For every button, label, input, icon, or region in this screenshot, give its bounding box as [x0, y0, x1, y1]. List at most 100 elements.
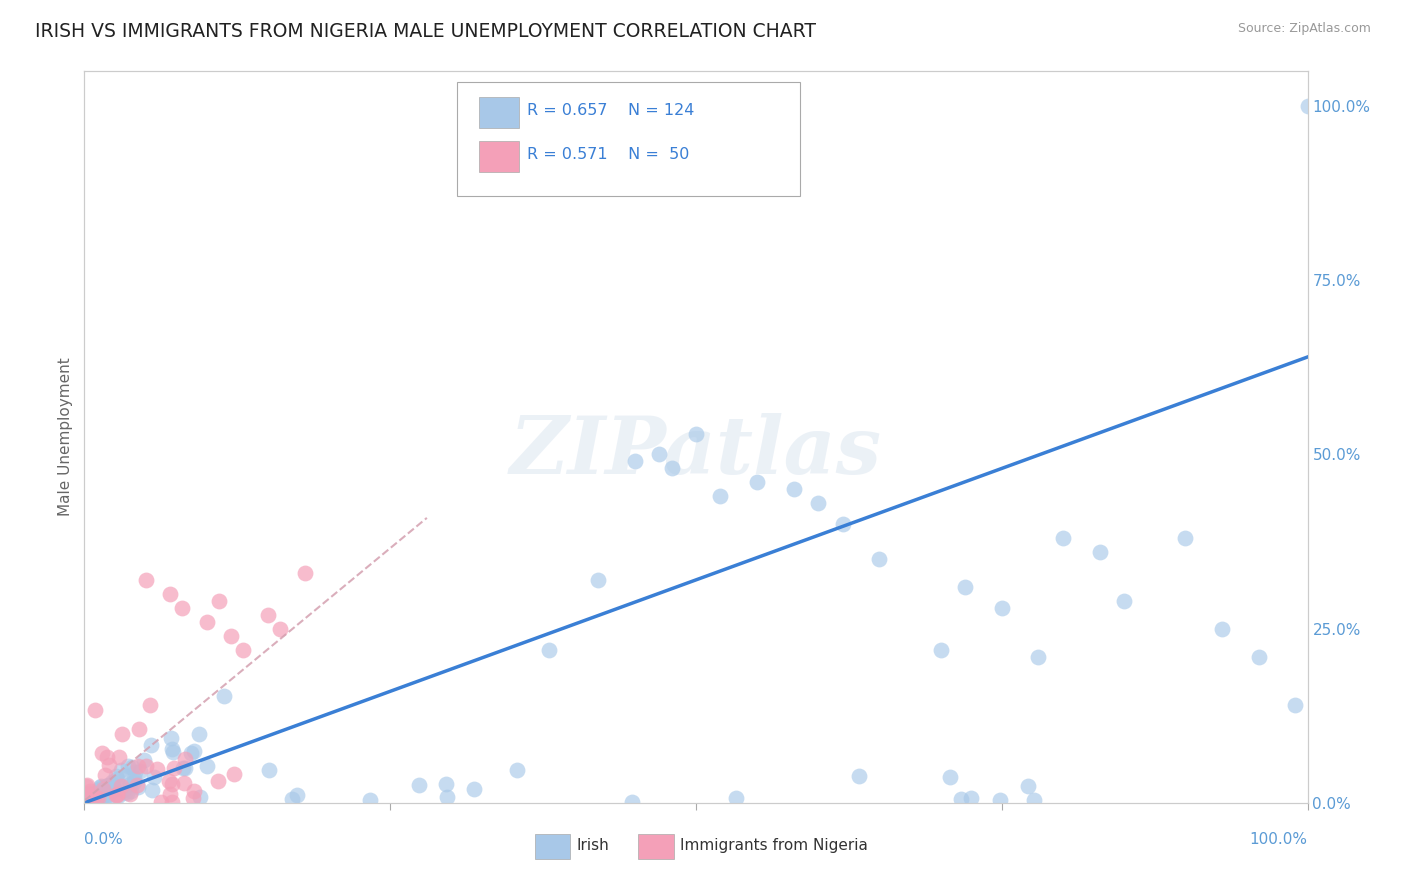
Point	[135, 573, 157, 587]
Point	[90, 779, 112, 793]
Point	[172, 600, 194, 615]
Point	[1028, 649, 1050, 664]
Point	[408, 778, 430, 792]
Point	[269, 622, 291, 636]
Point	[463, 781, 485, 796]
Point	[75, 795, 97, 809]
Point	[163, 761, 186, 775]
Point	[150, 795, 173, 809]
Text: IRISH VS IMMIGRANTS FROM NIGERIA MALE UNEMPLOYMENT CORRELATION CHART: IRISH VS IMMIGRANTS FROM NIGERIA MALE UN…	[35, 22, 815, 41]
Point	[87, 789, 110, 803]
Point	[79, 789, 101, 803]
Point	[661, 461, 683, 475]
Y-axis label: Male Unemployment: Male Unemployment	[58, 358, 73, 516]
Point	[124, 765, 146, 780]
Point	[83, 789, 105, 804]
FancyBboxPatch shape	[479, 97, 519, 128]
Point	[685, 426, 707, 441]
Point	[94, 767, 117, 781]
Point	[938, 770, 960, 784]
Point	[128, 722, 150, 736]
Point	[195, 615, 218, 629]
Point	[538, 642, 561, 657]
Point	[105, 789, 128, 803]
Point	[162, 746, 184, 760]
Point	[100, 775, 122, 789]
Point	[195, 759, 218, 773]
Point	[75, 787, 97, 801]
Point	[173, 776, 195, 790]
Point	[84, 789, 107, 803]
FancyBboxPatch shape	[638, 834, 673, 859]
Point	[232, 642, 254, 657]
Text: Immigrants from Nigeria: Immigrants from Nigeria	[681, 838, 868, 854]
Point	[84, 791, 107, 805]
Point	[183, 783, 205, 797]
Point	[90, 791, 112, 805]
Point	[869, 552, 891, 566]
Point	[162, 741, 184, 756]
Point	[107, 789, 129, 804]
Point	[157, 773, 180, 788]
Point	[214, 689, 236, 703]
Point	[141, 782, 163, 797]
Point	[188, 789, 211, 804]
Point	[87, 793, 110, 807]
Point	[174, 752, 197, 766]
Point	[83, 789, 105, 803]
Point	[159, 787, 181, 801]
Point	[183, 744, 205, 758]
Point	[97, 789, 120, 804]
Point	[620, 795, 643, 809]
Point	[1017, 779, 1039, 793]
Point	[84, 795, 107, 809]
Text: 100.0%: 100.0%	[1250, 832, 1308, 847]
Point	[831, 517, 853, 532]
Point	[98, 758, 121, 772]
Point	[139, 738, 162, 752]
Point	[76, 795, 98, 809]
Point	[208, 594, 231, 608]
Point	[129, 764, 152, 779]
Point	[117, 759, 139, 773]
Point	[506, 763, 529, 777]
Point	[222, 767, 245, 781]
Point	[257, 607, 280, 622]
Point	[107, 749, 129, 764]
Point	[75, 795, 97, 809]
Point	[434, 777, 457, 791]
Point	[122, 774, 145, 789]
Point	[76, 795, 98, 809]
Point	[359, 793, 381, 807]
Point	[1296, 99, 1319, 113]
Point	[988, 793, 1011, 807]
Point	[110, 779, 132, 793]
Point	[80, 789, 103, 804]
Point	[94, 780, 117, 795]
Point	[75, 793, 97, 807]
FancyBboxPatch shape	[534, 834, 569, 859]
Point	[122, 771, 145, 785]
Point	[105, 788, 128, 802]
Point	[96, 782, 118, 797]
Point	[959, 791, 981, 805]
Point	[162, 795, 184, 809]
Point	[79, 784, 101, 798]
Point	[90, 781, 112, 796]
Point	[1114, 594, 1136, 608]
Point	[96, 779, 118, 793]
Point	[79, 786, 101, 800]
FancyBboxPatch shape	[479, 141, 519, 171]
Point	[112, 783, 135, 797]
Point	[1174, 531, 1197, 545]
Point	[101, 778, 124, 792]
Point	[160, 777, 183, 791]
Point	[91, 781, 114, 796]
Point	[104, 769, 127, 783]
Point	[115, 769, 138, 783]
Point	[79, 795, 101, 809]
Point	[991, 600, 1014, 615]
Point	[1211, 622, 1233, 636]
Point	[848, 769, 870, 783]
Point	[93, 787, 115, 801]
